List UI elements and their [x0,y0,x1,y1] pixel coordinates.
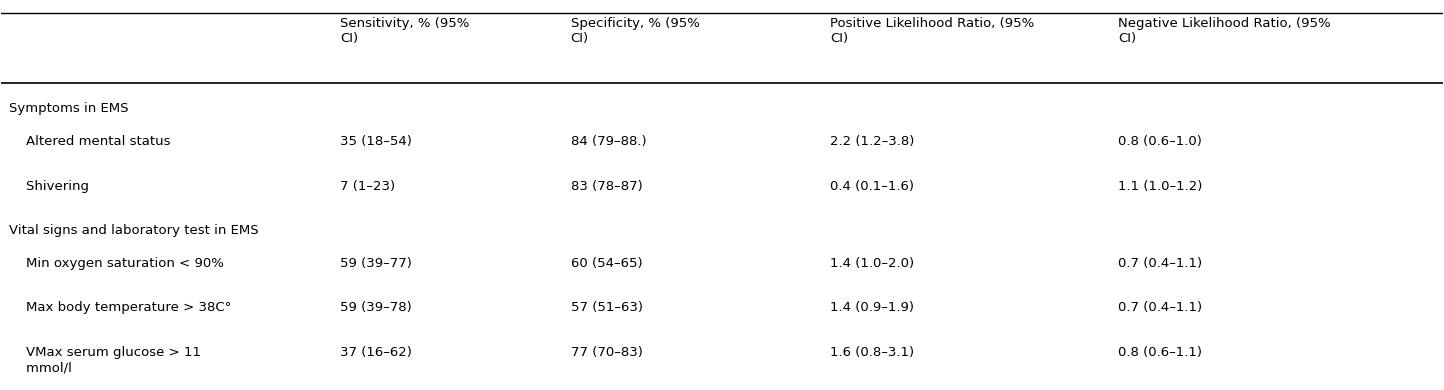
Text: Positive Likelihood Ratio, (95%
CI): Positive Likelihood Ratio, (95% CI) [830,17,1034,45]
Text: 1.4 (0.9–1.9): 1.4 (0.9–1.9) [830,301,914,314]
Text: 2.2 (1.2–3.8): 2.2 (1.2–3.8) [830,135,914,148]
Text: 59 (39–78): 59 (39–78) [341,301,412,314]
Text: 57 (51–63): 57 (51–63) [570,301,643,314]
Text: Max body temperature > 38C°: Max body temperature > 38C° [9,301,231,314]
Text: 59 (39–77): 59 (39–77) [341,257,412,270]
Text: 1.4 (1.0–2.0): 1.4 (1.0–2.0) [830,257,914,270]
Text: Min oxygen saturation < 90%: Min oxygen saturation < 90% [9,257,224,270]
Text: 35 (18–54): 35 (18–54) [341,135,412,148]
Text: 1.1 (1.0–1.2): 1.1 (1.0–1.2) [1118,179,1203,193]
Text: VMax serum glucose > 11
    mmol/l: VMax serum glucose > 11 mmol/l [9,346,201,374]
Text: 0.8 (0.6–1.1): 0.8 (0.6–1.1) [1118,346,1203,359]
Text: Shivering: Shivering [9,179,88,193]
Text: 0.7 (0.4–1.1): 0.7 (0.4–1.1) [1118,257,1203,270]
Text: Negative Likelihood Ratio, (95%
CI): Negative Likelihood Ratio, (95% CI) [1118,17,1331,45]
Text: 84 (79–88.): 84 (79–88.) [570,135,647,148]
Text: Vital signs and laboratory test in EMS: Vital signs and laboratory test in EMS [9,224,258,237]
Text: 0.7 (0.4–1.1): 0.7 (0.4–1.1) [1118,301,1203,314]
Text: 1.6 (0.8–3.1): 1.6 (0.8–3.1) [830,346,914,359]
Text: 0.8 (0.6–1.0): 0.8 (0.6–1.0) [1118,135,1203,148]
Text: 60 (54–65): 60 (54–65) [570,257,643,270]
Text: 7 (1–23): 7 (1–23) [341,179,396,193]
Text: 83 (78–87): 83 (78–87) [570,179,643,193]
Text: 0.4 (0.1–1.6): 0.4 (0.1–1.6) [830,179,914,193]
Text: 77 (70–83): 77 (70–83) [570,346,643,359]
Text: Sensitivity, % (95%
CI): Sensitivity, % (95% CI) [341,17,469,45]
Text: Symptoms in EMS: Symptoms in EMS [9,102,129,115]
Text: Altered mental status: Altered mental status [9,135,170,148]
Text: Specificity, % (95%
CI): Specificity, % (95% CI) [570,17,699,45]
Text: 37 (16–62): 37 (16–62) [341,346,412,359]
